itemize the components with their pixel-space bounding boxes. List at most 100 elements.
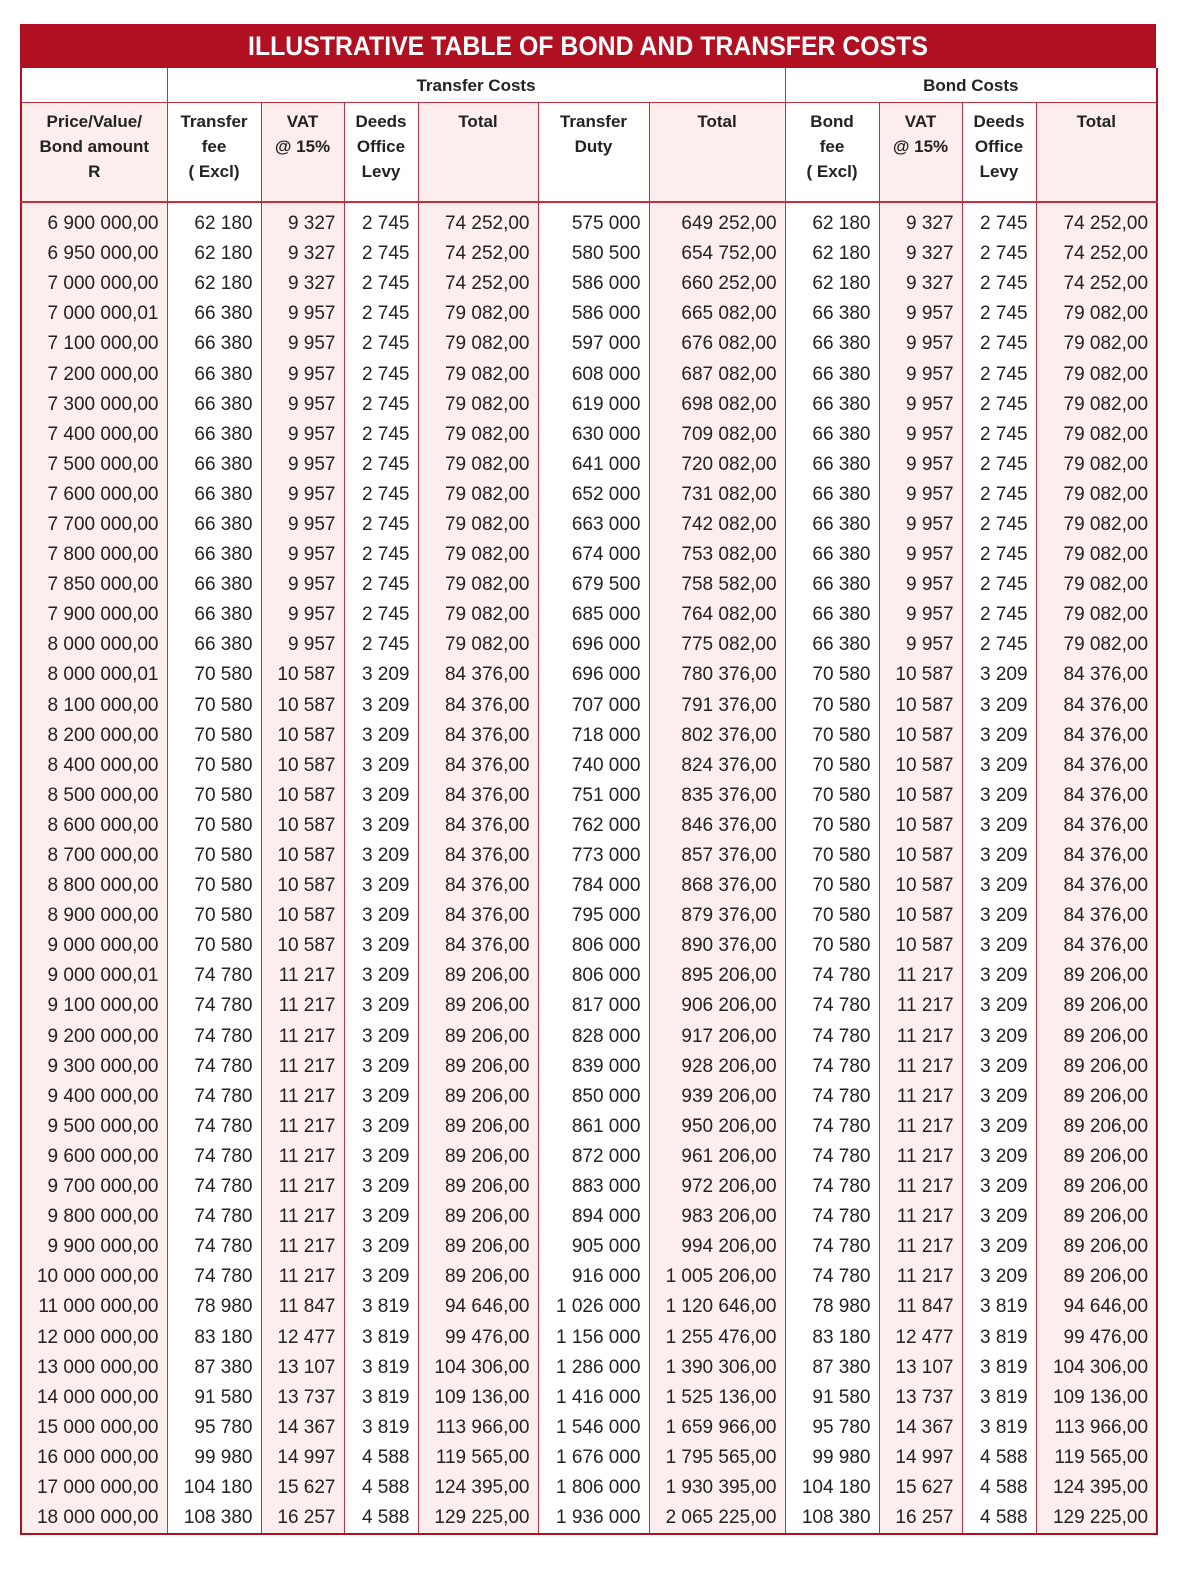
cell-transfer-duty: 872 000: [537, 1141, 650, 1172]
cell-transfer-total: 84 376,00: [417, 901, 539, 932]
cell-bond-total: 89 206,00: [1035, 1262, 1158, 1293]
cell-deeds-levy: 2 745: [343, 299, 419, 330]
cell-transfer-total: 79 082,00: [417, 389, 539, 420]
table-row: 18 000 000,00 108 380 16 257 4 588 129 225,0…: [20, 1503, 1158, 1535]
cell-transfer-duty: 663 000: [537, 509, 650, 541]
cell-bond-vat: 14 997: [878, 1442, 963, 1473]
cell-transfer-total: 79 082,00: [417, 299, 539, 330]
cell-bond-deeds-levy: 4 588: [961, 1503, 1037, 1535]
cell-bond-fee: 66 380: [784, 509, 880, 541]
table-row: 7 000 000,00 62 180 9 327 2 745 74 252,00 586…: [20, 269, 1158, 300]
cell-bond-deeds-levy: 3 209: [961, 840, 1037, 872]
cell-vat: 10 587: [260, 810, 345, 841]
cell-transfer-total: 89 206,00: [417, 1202, 539, 1233]
cell-bond-fee: 99 980: [784, 1442, 880, 1473]
cell-grand-total: 753 082,00: [648, 540, 786, 571]
cell-bond-vat: 11 217: [878, 1141, 963, 1172]
cell-transfer-fee: 66 380: [166, 540, 262, 571]
cell-transfer-fee: 66 380: [166, 570, 262, 601]
cell-price: 8 500 000,00: [20, 780, 168, 811]
cell-vat: 9 327: [260, 269, 345, 300]
cell-transfer-duty: 795 000: [537, 901, 650, 932]
cell-bond-vat: 9 957: [878, 479, 963, 510]
cell-bond-total: 89 206,00: [1035, 1141, 1158, 1172]
cell-price: 12 000 000,00: [20, 1322, 168, 1353]
cell-bond-total: 129 225,00: [1035, 1503, 1158, 1535]
cell-bond-total: 109 136,00: [1035, 1382, 1158, 1413]
cell-bond-vat: 10 587: [878, 720, 963, 751]
cell-transfer-duty: 1 286 000: [537, 1352, 650, 1383]
table-row: 8 100 000,00 70 580 10 587 3 209 84 376,00 70…: [20, 690, 1158, 721]
cell-bond-vat: 9 957: [878, 449, 963, 480]
cell-deeds-levy: 3 209: [343, 1111, 419, 1142]
cell-bond-deeds-levy: 3 209: [961, 660, 1037, 691]
cell-bond-fee: 66 380: [784, 329, 880, 360]
cell-vat: 10 587: [260, 720, 345, 751]
cell-bond-total: 74 252,00: [1035, 269, 1158, 300]
cell-grand-total: 983 206,00: [648, 1202, 786, 1233]
cell-vat: 10 587: [260, 871, 345, 902]
cell-transfer-total: 79 082,00: [417, 540, 539, 571]
cell-bond-fee: 108 380: [784, 1503, 880, 1535]
cell-vat: 12 477: [260, 1322, 345, 1353]
cell-transfer-duty: 674 000: [537, 540, 650, 571]
cell-grand-total: 731 082,00: [648, 479, 786, 510]
cell-bond-total: 84 376,00: [1035, 871, 1158, 902]
cell-bond-total: 84 376,00: [1035, 780, 1158, 811]
table-row: 8 000 000,00 66 380 9 957 2 745 79 082,00 696…: [20, 630, 1158, 661]
cell-price: 9 100 000,00: [20, 991, 168, 1022]
cell-transfer-duty: 641 000: [537, 449, 650, 480]
cell-transfer-total: 89 206,00: [417, 1111, 539, 1142]
cell-bond-deeds-levy: 2 745: [961, 389, 1037, 420]
cell-price: 9 900 000,00: [20, 1232, 168, 1263]
cell-price: 9 800 000,00: [20, 1202, 168, 1233]
cell-transfer-fee: 66 380: [166, 329, 262, 360]
cell-price: 8 900 000,00: [20, 901, 168, 932]
cell-transfer-duty: 1 546 000: [537, 1412, 650, 1443]
cell-deeds-levy: 3 209: [343, 1051, 419, 1082]
table-row: 8 600 000,00 70 580 10 587 3 209 84 376,00 76…: [20, 810, 1158, 841]
cell-transfer-duty: 762 000: [537, 810, 650, 841]
cell-transfer-total: 84 376,00: [417, 750, 539, 781]
cell-bond-fee: 74 780: [784, 1172, 880, 1203]
cell-price: 9 400 000,00: [20, 1081, 168, 1112]
cell-transfer-fee: 87 380: [166, 1352, 262, 1383]
cell-deeds-levy: 3 209: [343, 961, 419, 992]
table-row: 9 200 000,00 74 780 11 217 3 209 89 206,00 82…: [20, 1021, 1158, 1052]
cell-price: 8 400 000,00: [20, 750, 168, 781]
cell-bond-vat: 9 957: [878, 540, 963, 571]
cell-deeds-levy: 3 819: [343, 1322, 419, 1353]
cell-grand-total: 1 005 206,00: [648, 1262, 786, 1293]
cell-bond-deeds-levy: 3 209: [961, 720, 1037, 751]
cell-transfer-total: 74 252,00: [417, 202, 539, 240]
table-row: 6 950 000,00 62 180 9 327 2 745 74 252,00 580…: [20, 239, 1158, 270]
cell-transfer-fee: 66 380: [166, 509, 262, 541]
cell-price: 9 700 000,00: [20, 1172, 168, 1203]
cell-transfer-duty: 1 026 000: [537, 1292, 650, 1323]
group-header-row: Transfer Costs Bond Costs: [20, 68, 1158, 103]
cell-transfer-total: 79 082,00: [417, 509, 539, 541]
cell-bond-fee: 104 180: [784, 1472, 880, 1504]
cell-bond-total: 99 476,00: [1035, 1322, 1158, 1353]
cell-transfer-total: 79 082,00: [417, 570, 539, 601]
cell-grand-total: 1 659 966,00: [648, 1412, 786, 1443]
table-row: 9 000 000,00 70 580 10 587 3 209 84 376,00 80…: [20, 931, 1158, 962]
table-row: 8 400 000,00 70 580 10 587 3 209 84 376,00 74…: [20, 750, 1158, 781]
cell-vat: 9 957: [260, 479, 345, 510]
cell-vat: 13 107: [260, 1352, 345, 1383]
cell-bond-total: 84 376,00: [1035, 901, 1158, 932]
cell-deeds-levy: 2 745: [343, 570, 419, 601]
cell-price: 8 200 000,00: [20, 720, 168, 751]
cell-bond-fee: 74 780: [784, 961, 880, 992]
cell-transfer-fee: 83 180: [166, 1322, 262, 1353]
cell-bond-total: 79 082,00: [1035, 479, 1158, 510]
cell-grand-total: 775 082,00: [648, 630, 786, 661]
cell-vat: 11 217: [260, 1141, 345, 1172]
cell-bond-vat: 11 217: [878, 1021, 963, 1052]
table-row: 12 000 000,00 83 180 12 477 3 819 99 476,00 1…: [20, 1322, 1158, 1353]
cell-bond-deeds-levy: 2 745: [961, 269, 1037, 300]
cell-bond-total: 84 376,00: [1035, 690, 1158, 721]
cell-bond-total: 89 206,00: [1035, 1021, 1158, 1052]
cell-vat: 9 957: [260, 449, 345, 480]
cell-bond-fee: 66 380: [784, 419, 880, 450]
